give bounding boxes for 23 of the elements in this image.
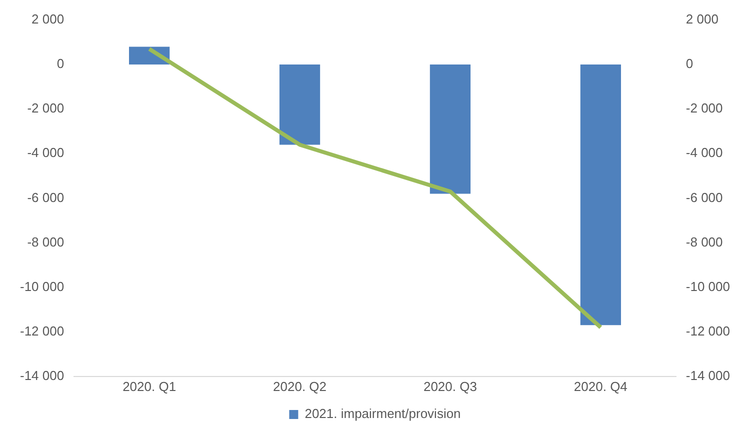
y2-tick-label: -4 000 — [686, 145, 723, 160]
legend-label: 2021. impairment/provision — [304, 406, 461, 422]
y-tick-label: -2 000 — [27, 100, 64, 116]
y2-tick-label: -6 000 — [686, 190, 723, 205]
y-tick-label: -10 000 — [20, 278, 64, 294]
y2-tick-label: -12 000 — [686, 323, 730, 338]
y-tick-label: -8 000 — [27, 234, 64, 250]
x-tick-label: 2020. Q1 — [122, 378, 176, 394]
y2-tick-label: -8 000 — [686, 234, 723, 250]
y2-tick-label: 2 000 — [686, 12, 718, 27]
x-tick-label: 2020. Q3 — [423, 378, 477, 394]
y-tick-label: -4 000 — [27, 145, 64, 160]
y2-tick-label: -2 000 — [686, 100, 723, 116]
x-tick-label: 2020. Q2 — [273, 378, 327, 394]
y-tick-label: -14 000 — [20, 368, 64, 383]
y-tick-label: -12 000 — [20, 323, 64, 338]
y-tick-label: 0 — [56, 56, 64, 72]
y-tick-label: -6 000 — [27, 190, 64, 205]
y2-tick-label: -10 000 — [686, 278, 730, 294]
y2-tick-label: -14 000 — [686, 368, 730, 383]
y-tick-label: 2 000 — [32, 12, 64, 27]
x-tick-label: 2020. Q4 — [574, 378, 628, 394]
y2-tick-label: 0 — [686, 56, 694, 72]
